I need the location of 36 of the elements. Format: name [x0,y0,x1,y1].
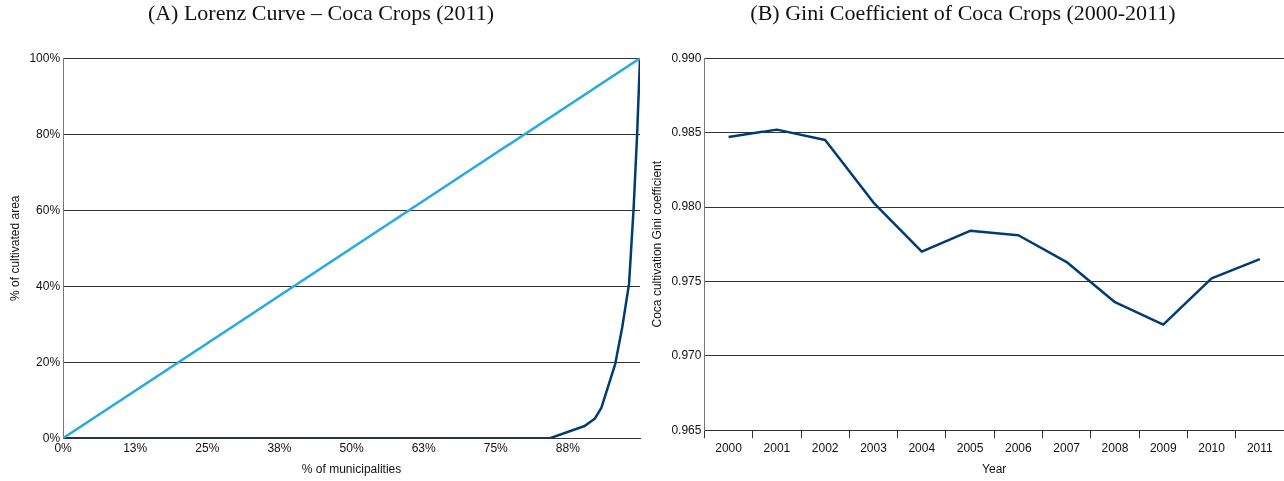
x-tick-label: 2011 [1246,440,1274,455]
x-tick-label: 2005 [956,440,984,455]
x-axis-title: % of municipalities [301,462,402,477]
x-tick-label: 2003 [860,440,888,455]
y-tick-label: 0.980 [671,199,702,214]
x-tick-label: 2007 [1053,440,1081,455]
y-axis-title: Coca cultivation Gini coefficient [649,160,664,328]
x-tick-label: 2010 [1198,440,1226,455]
x-tick-label: 2006 [1005,440,1033,455]
y-tick-label: 0.990 [671,50,702,65]
x-tick-label: 25% [195,440,220,455]
x-tick-label: 2000 [715,440,743,455]
x-tick-label: 2001 [763,440,791,455]
x-tick-label: 13% [123,440,148,455]
chart-title: (A) Lorenz Curve – Coca Crops (2011) [146,0,496,27]
y-tick-label: 20% [36,354,61,369]
y-tick-label: 0.970 [671,348,702,363]
y-tick-label: 100% [29,50,61,65]
y-tick-label: 0.975 [671,273,702,288]
x-tick-label: 63% [411,440,436,455]
x-tick-label: 88% [555,440,581,455]
y-tick-label: 60% [36,202,61,217]
y-tick-label: 0.965 [671,422,702,437]
x-tick-label: 38% [267,440,292,455]
x-tick-label: 2004 [908,440,936,455]
x-tick-label: 50% [339,440,364,455]
x-tick-label: 2009 [1149,440,1177,455]
x-tick-label: 2002 [811,440,839,455]
y-tick-label: 40% [36,278,61,293]
y-tick-label: 0.985 [671,124,702,139]
chart-title: (B) Gini Coefficient of Coca Crops (2000-2011) [749,0,1177,27]
x-axis-title: Year [982,462,1007,477]
x-tick-label: 2008 [1101,440,1129,455]
y-tick-label: 80% [36,126,61,141]
x-tick-label: 75% [483,440,509,455]
y-axis-title: % of cultivated area [7,195,22,301]
